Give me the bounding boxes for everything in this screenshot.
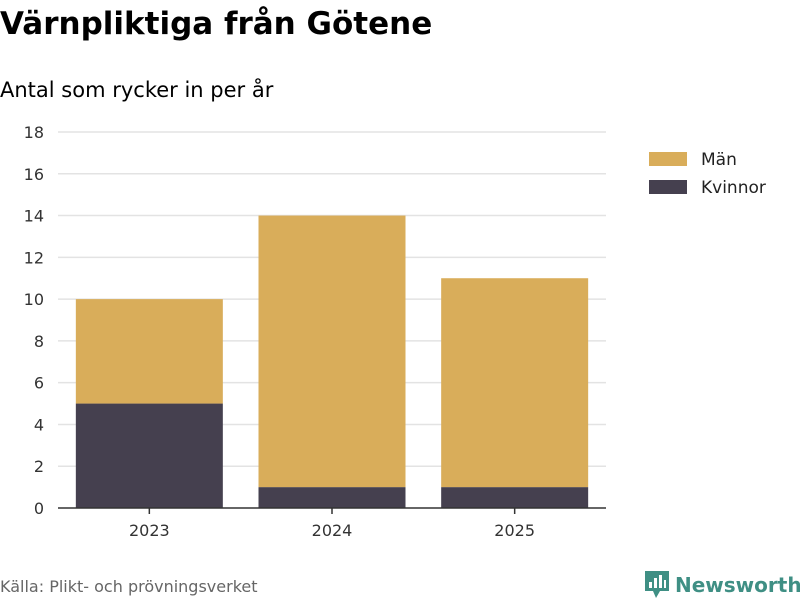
chart-subtitle: Antal som rycker in per år — [0, 78, 274, 102]
bar-segment-män-2023 — [75, 299, 223, 404]
bar-segment-kvinnor-2024 — [258, 487, 406, 508]
y-tick-label: 14 — [24, 207, 44, 226]
y-tick-label: 10 — [24, 290, 44, 309]
chart-title: Värnpliktiga från Götene — [0, 6, 433, 42]
y-tick-label: 18 — [24, 123, 44, 142]
y-tick-label: 12 — [24, 248, 44, 267]
bar-segment-män-2025 — [441, 278, 589, 488]
legend: Män Kvinnor — [649, 150, 766, 198]
legend-swatch-män — [649, 152, 687, 166]
brand-logo: Newsworthy — [644, 570, 800, 600]
x-tick-label: 2025 — [494, 521, 535, 540]
stacked-bar-chart: 0 2 4 6 8 10 12 14 16 18 2023 2024 2025 Män Kvinnor — [24, 123, 766, 540]
bar-segment-kvinnor-2023 — [75, 403, 223, 508]
y-tick-label: 2 — [34, 457, 44, 476]
x-axis-ticks: 2023 2024 2025 — [129, 508, 535, 540]
bar-segment-kvinnor-2025 — [441, 487, 589, 508]
bar-segment-män-2024 — [258, 215, 406, 488]
y-axis-ticks: 0 2 4 6 8 10 12 14 16 18 — [24, 123, 44, 518]
y-tick-label: 4 — [34, 415, 44, 434]
brand-name: Newsworthy — [675, 573, 800, 597]
legend-swatch-kvinnor — [649, 180, 687, 194]
y-tick-label: 6 — [34, 374, 44, 393]
y-tick-label: 8 — [34, 332, 44, 351]
x-tick-label: 2023 — [129, 521, 170, 540]
y-tick-label: 0 — [34, 499, 44, 518]
legend-label-män: Män — [701, 150, 737, 170]
bars — [75, 215, 589, 508]
legend-label-kvinnor: Kvinnor — [701, 178, 766, 198]
newsworthy-chart-logo-icon — [645, 571, 669, 598]
source-note: Källa: Plikt- och prövningsverket — [0, 577, 258, 596]
y-tick-label: 16 — [24, 165, 44, 184]
x-tick-label: 2024 — [312, 521, 353, 540]
